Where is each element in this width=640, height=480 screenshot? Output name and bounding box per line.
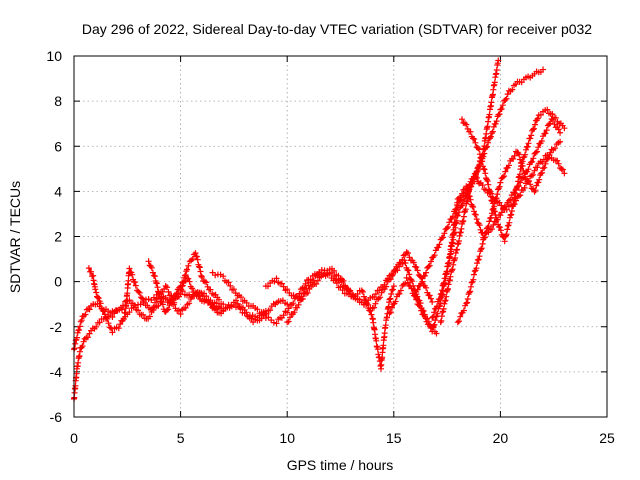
marker-trace [145, 258, 291, 326]
series-track-13 [459, 106, 568, 245]
y-tick-label: 10 [46, 48, 62, 64]
x-tick-label: 25 [599, 430, 615, 446]
y-tick-label: 8 [54, 93, 62, 109]
data-marks [71, 57, 568, 402]
marker-trace [459, 106, 568, 245]
series-track-8 [386, 57, 502, 335]
x-tick-label: 10 [279, 430, 295, 446]
x-tick-label: 20 [493, 430, 509, 446]
marker-trace [454, 138, 564, 326]
x-tick-label: 0 [70, 430, 78, 446]
series-track-3 [85, 250, 222, 336]
plot-frame [73, 55, 608, 418]
y-tick-label: -4 [50, 364, 63, 380]
x-tick-labels: 0 5 10 15 20 25 [70, 430, 615, 446]
x-axis-label: GPS time / hours [287, 457, 394, 473]
series-track-5 [209, 269, 397, 372]
y-tick-label: -2 [50, 319, 63, 335]
y-tick-label: 6 [54, 138, 62, 154]
gridlines [74, 56, 607, 417]
marker-trace [386, 57, 502, 335]
series-track-4 [145, 258, 291, 326]
y-tick-label: 0 [54, 274, 62, 290]
x-tick-label: 15 [386, 430, 402, 446]
marker-trace [85, 250, 222, 336]
y-tick-label: 2 [54, 229, 62, 245]
y-tick-label: -6 [50, 409, 63, 425]
series-track-7 [284, 249, 436, 326]
marker-trace [209, 269, 397, 372]
series-track-12 [454, 138, 564, 326]
chart-title: Day 296 of 2022, Sidereal Day-to-day VTE… [82, 21, 592, 37]
y-axis-label: SDTVAR / TECUs [7, 181, 23, 293]
y-tick-label: 4 [54, 183, 62, 199]
marker-trace [284, 249, 436, 326]
x-tick-label: 5 [177, 430, 185, 446]
y-tick-labels: -6 -4 -2 0 2 4 6 8 10 [46, 48, 62, 425]
